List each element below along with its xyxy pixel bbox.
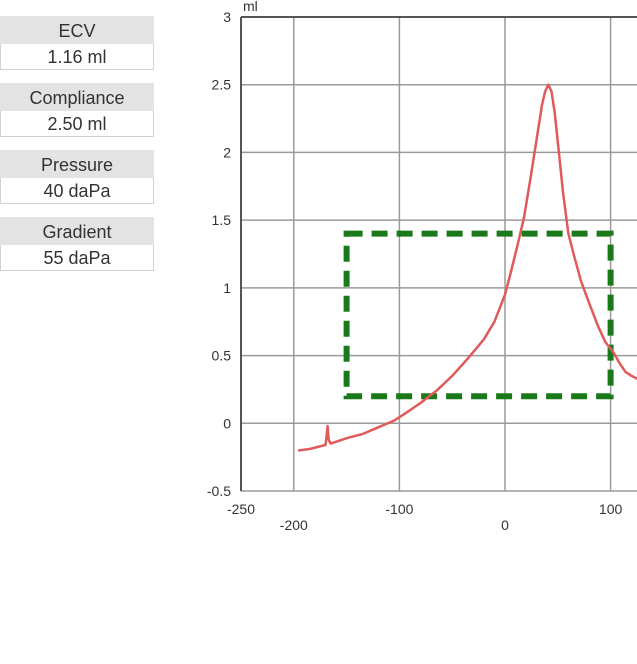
metric-gradient: Gradient 55 daPa (0, 217, 154, 271)
chart-series-layer (297, 83, 637, 452)
y-tick-label: 1 (223, 280, 231, 296)
metric-compliance-label: Compliance (0, 83, 154, 111)
metric-pressure-label: Pressure (0, 150, 154, 178)
metric-compliance-value: 2.50 ml (0, 111, 154, 137)
metric-ecv: ECV 1.16 ml (0, 16, 154, 70)
tympanogram-curve (297, 83, 637, 452)
x-tick-label: 100 (599, 501, 623, 517)
normal-range-box (343, 230, 614, 400)
y-tick-label: 0.5 (212, 348, 232, 364)
y-tick-label: 1.5 (212, 212, 232, 228)
metric-ecv-label: ECV (0, 16, 154, 44)
metric-pressure-value: 40 daPa (0, 178, 154, 204)
chart-grid (241, 17, 637, 492)
metric-gradient-label: Gradient (0, 217, 154, 245)
y-tick-label: 2.5 (212, 77, 232, 93)
metrics-panel: ECV 1.16 ml Compliance 2.50 ml Pressure … (0, 16, 154, 284)
y-tick-label: 3 (223, 9, 231, 25)
y-axis-unit-label: ml (243, 0, 258, 14)
x-tick-label: -100 (385, 501, 413, 517)
y-tick-label: 0 (223, 415, 231, 431)
x-tick-label: -250 (227, 501, 255, 517)
chart-tick-labels: ml 3 2.5 2 1.5 1 0.5 0 -0.5 -250 -200 -100 0 100 (207, 0, 623, 533)
metric-ecv-value: 1.16 ml (0, 44, 154, 70)
normal-range-box-layer (343, 230, 614, 400)
metric-gradient-value: 55 daPa (0, 245, 154, 271)
metric-compliance: Compliance 2.50 ml (0, 83, 154, 137)
x-tick-label: 0 (501, 517, 509, 533)
x-tick-label: -200 (280, 517, 308, 533)
y-tick-label: -0.5 (207, 483, 231, 499)
y-tick-label: 2 (223, 144, 231, 160)
metric-pressure: Pressure 40 daPa (0, 150, 154, 204)
chart-axes (240, 16, 637, 491)
